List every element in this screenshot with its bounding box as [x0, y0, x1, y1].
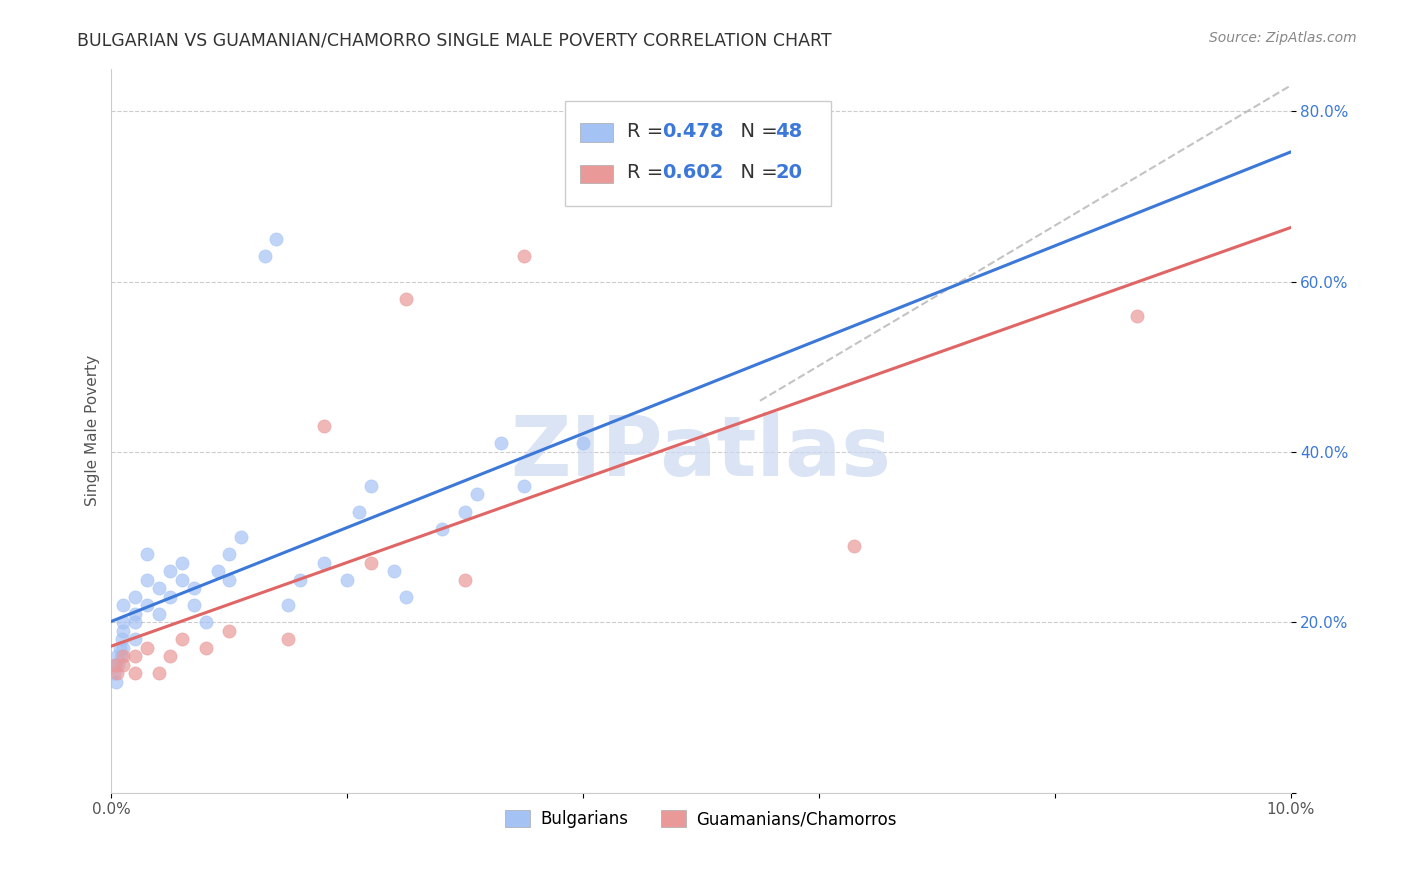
- Point: [124, 649, 146, 664]
- Point: [183, 581, 205, 595]
- Point: [110, 649, 132, 664]
- Point: [124, 632, 146, 647]
- Point: [107, 657, 129, 672]
- Point: [172, 632, 194, 647]
- Point: [572, 436, 595, 450]
- Point: [218, 547, 240, 561]
- Point: [336, 573, 359, 587]
- Point: [159, 649, 181, 664]
- Point: [112, 640, 135, 655]
- Point: [105, 666, 128, 681]
- Point: [277, 632, 299, 647]
- Point: [183, 599, 205, 613]
- Point: [489, 436, 512, 450]
- Text: 48: 48: [775, 122, 803, 141]
- Point: [135, 573, 157, 587]
- Point: [384, 564, 406, 578]
- Point: [266, 232, 288, 246]
- Point: [288, 573, 311, 587]
- Text: ZIPatlas: ZIPatlas: [510, 412, 891, 492]
- Point: [124, 666, 146, 681]
- Point: [395, 590, 418, 604]
- Point: [105, 649, 128, 664]
- Point: [347, 504, 370, 518]
- Text: N =: N =: [728, 163, 785, 182]
- Point: [360, 479, 382, 493]
- Point: [103, 666, 125, 681]
- Point: [513, 249, 536, 263]
- Point: [148, 581, 170, 595]
- FancyBboxPatch shape: [565, 101, 831, 206]
- Point: [360, 556, 382, 570]
- Y-axis label: Single Male Poverty: Single Male Poverty: [86, 355, 100, 506]
- Text: BULGARIAN VS GUAMANIAN/CHAMORRO SINGLE MALE POVERTY CORRELATION CHART: BULGARIAN VS GUAMANIAN/CHAMORRO SINGLE M…: [77, 31, 832, 49]
- Point: [108, 640, 131, 655]
- Point: [218, 624, 240, 638]
- Point: [277, 599, 299, 613]
- Point: [172, 556, 194, 570]
- Point: [124, 607, 146, 621]
- Legend: Bulgarians, Guamanians/Chamorros: Bulgarians, Guamanians/Chamorros: [498, 804, 904, 835]
- Point: [111, 632, 134, 647]
- Point: [430, 522, 453, 536]
- Point: [135, 640, 157, 655]
- Point: [1126, 309, 1149, 323]
- Point: [172, 573, 194, 587]
- Point: [124, 590, 146, 604]
- Point: [112, 657, 135, 672]
- Text: Source: ZipAtlas.com: Source: ZipAtlas.com: [1209, 31, 1357, 45]
- Point: [135, 547, 157, 561]
- Text: 0.602: 0.602: [662, 163, 724, 182]
- Point: [194, 640, 217, 655]
- Point: [465, 487, 488, 501]
- Text: 0.478: 0.478: [662, 122, 724, 141]
- Point: [253, 249, 276, 263]
- Point: [104, 657, 127, 672]
- Point: [218, 573, 240, 587]
- Point: [844, 539, 866, 553]
- Point: [513, 479, 536, 493]
- Point: [105, 674, 128, 689]
- Point: [135, 599, 157, 613]
- Point: [112, 599, 135, 613]
- Text: R =: R =: [627, 163, 669, 182]
- Point: [148, 607, 170, 621]
- Point: [312, 556, 335, 570]
- Point: [148, 666, 170, 681]
- Point: [207, 564, 229, 578]
- Point: [194, 615, 217, 630]
- Point: [395, 292, 418, 306]
- Point: [112, 624, 135, 638]
- Point: [454, 504, 477, 518]
- Point: [104, 657, 127, 672]
- Point: [454, 573, 477, 587]
- Bar: [579, 123, 613, 142]
- Text: N =: N =: [728, 122, 785, 141]
- Point: [124, 615, 146, 630]
- Point: [112, 615, 135, 630]
- Point: [229, 530, 252, 544]
- Point: [312, 419, 335, 434]
- Text: 20: 20: [775, 163, 803, 182]
- Point: [112, 649, 135, 664]
- Text: R =: R =: [627, 122, 669, 141]
- Bar: [579, 165, 613, 183]
- Point: [159, 564, 181, 578]
- Point: [159, 590, 181, 604]
